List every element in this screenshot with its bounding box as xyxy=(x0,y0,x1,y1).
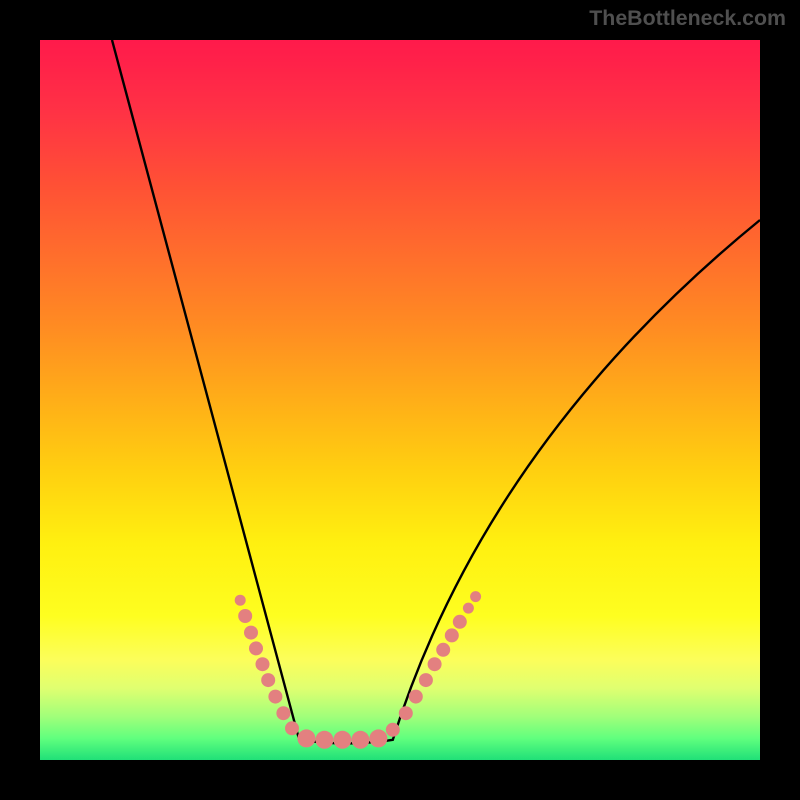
data-dot xyxy=(445,628,459,642)
data-dot xyxy=(276,706,290,720)
data-dot xyxy=(369,729,387,747)
data-dot xyxy=(244,626,258,640)
data-dot xyxy=(261,673,275,687)
data-dot xyxy=(436,643,450,657)
data-dot xyxy=(428,657,442,671)
gradient-background xyxy=(40,40,760,760)
data-dot xyxy=(453,615,467,629)
plot-area xyxy=(40,40,760,760)
data-dot xyxy=(463,603,474,614)
watermark-text: TheBottleneck.com xyxy=(589,6,786,31)
data-dot xyxy=(386,723,400,737)
data-dot xyxy=(238,609,252,623)
data-dot xyxy=(470,591,481,602)
data-dot xyxy=(399,706,413,720)
data-dot xyxy=(256,657,270,671)
data-dot xyxy=(419,673,433,687)
data-dot xyxy=(297,729,315,747)
data-dot xyxy=(268,690,282,704)
data-dot xyxy=(285,721,299,735)
data-dot xyxy=(333,731,351,749)
data-dot xyxy=(351,731,369,749)
data-dot xyxy=(409,690,423,704)
plot-svg xyxy=(40,40,760,760)
data-dot xyxy=(249,641,263,655)
data-dot xyxy=(315,731,333,749)
data-dot xyxy=(235,595,246,606)
